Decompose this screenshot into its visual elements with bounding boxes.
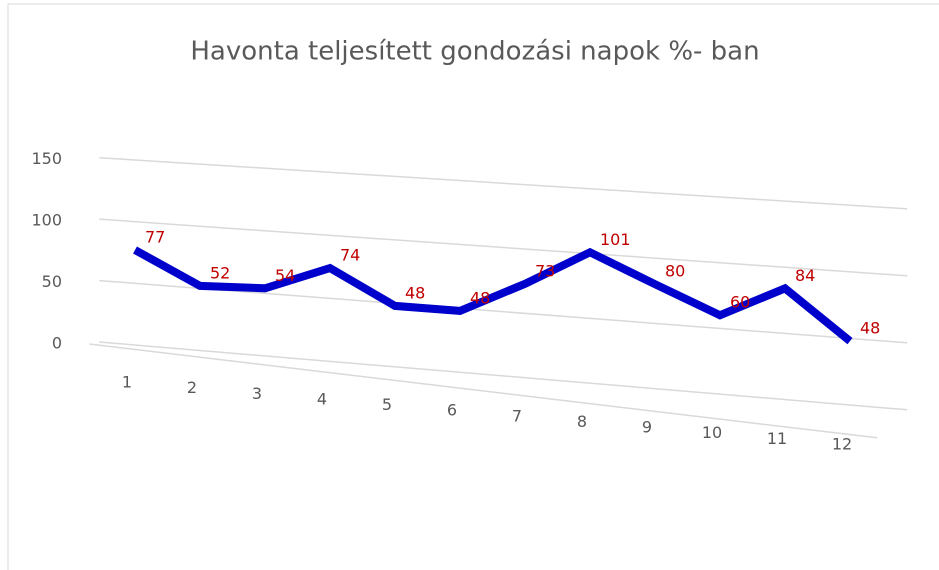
data-label: 73 <box>535 261 555 280</box>
data-label: 60 <box>730 293 750 312</box>
data-label: 52 <box>210 263 230 282</box>
floor-edge <box>89 343 878 439</box>
data-label: 48 <box>405 283 425 302</box>
y-tick-label: 150 <box>31 149 62 168</box>
x-tick-label: 4 <box>317 389 327 408</box>
x-tick-label: 3 <box>252 384 262 403</box>
data-label: 48 <box>470 288 490 307</box>
x-tick-label: 7 <box>512 406 522 425</box>
chart-title: Havonta teljesített gondozási napok %- b… <box>190 37 759 67</box>
x-tick-label: 2 <box>187 378 197 397</box>
x-tick-label: 8 <box>577 412 587 431</box>
y-tick-label: 50 <box>42 272 62 291</box>
data-label: 48 <box>860 319 880 338</box>
x-tick-label: 12 <box>832 435 852 454</box>
grid-line <box>99 341 908 411</box>
data-label: 101 <box>600 230 631 249</box>
data-label: 84 <box>795 266 815 285</box>
data-label: 74 <box>340 246 360 265</box>
grid-line <box>99 156 908 210</box>
x-tick-label: 1 <box>122 373 132 392</box>
data-label: 54 <box>275 266 295 285</box>
chart-frame <box>7 3 939 570</box>
series-line <box>133 246 853 345</box>
y-tick-label: 100 <box>31 211 62 230</box>
data-label: 80 <box>665 262 685 281</box>
x-tick-label: 10 <box>702 423 722 442</box>
x-tick-label: 9 <box>642 418 652 437</box>
x-tick-label: 5 <box>382 395 392 414</box>
grid-line <box>99 218 908 277</box>
x-tick-label: 11 <box>767 429 787 448</box>
x-tick-label: 6 <box>447 401 457 420</box>
y-tick-label: 0 <box>52 334 62 353</box>
data-label: 77 <box>145 228 165 247</box>
